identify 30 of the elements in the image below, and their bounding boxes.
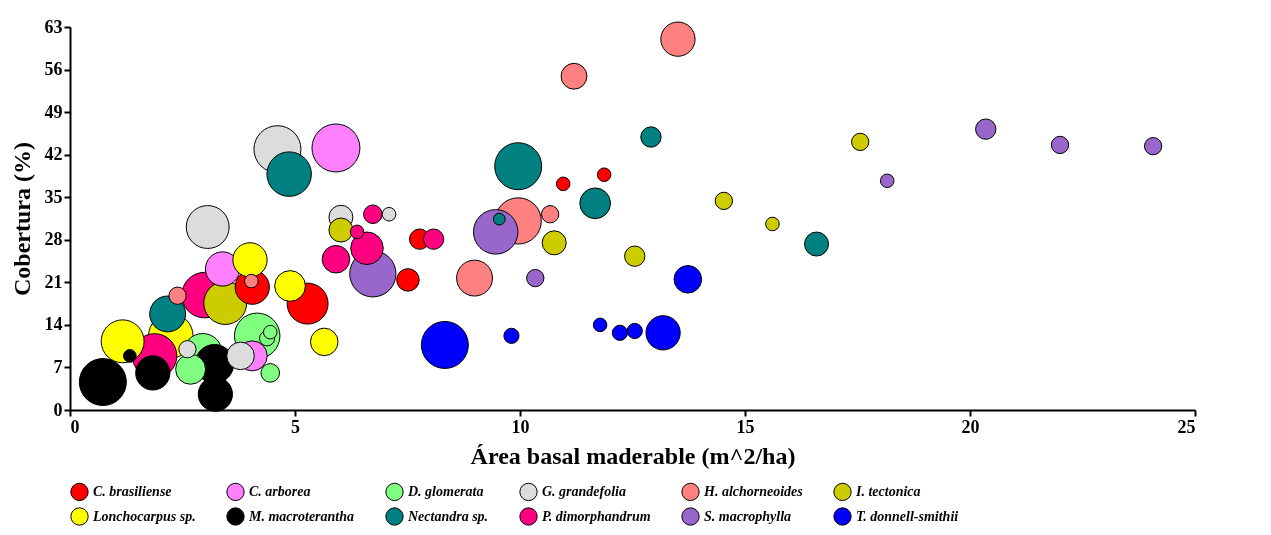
legend-label: T. donnell-smithii [856,508,959,524]
y-tick-label: 28 [44,229,63,250]
y-tick-label: 7 [53,356,63,377]
legend-label: M. macroterantha [248,508,355,524]
y-tick-label: 35 [44,186,63,207]
legend-label: C. brasiliense [93,483,172,499]
x-axis-title: Área basal maderable (m^2/ha) [470,442,796,469]
y-tick-label: 63 [44,16,63,37]
legend-label: C. arborea [249,483,311,499]
legend-label: P. dimorphandrum [542,508,651,524]
y-tick-label: 42 [44,144,63,165]
x-tick-label: 10 [511,416,530,437]
legend-label: D. glomerata [407,483,484,499]
legend-label: S. macrophylla [704,508,792,524]
legend-label: I. tectonica [855,483,921,499]
legend-label: Lonchocarpus sp. [92,508,196,524]
legend-label: G. grandefolia [542,483,626,499]
y-tick-label: 14 [44,314,63,335]
y-tick-label: 0 [53,399,63,420]
x-tick-label: 0 [70,416,80,437]
y-tick-label: 49 [44,101,63,122]
x-tick-label: 5 [291,416,300,437]
y-tick-label: 56 [44,59,63,80]
legend-label: Nectandra sp. [407,508,489,524]
y-axis-title: Cobertura (%) [8,142,35,296]
legend-label: H. alchorneoides [703,483,804,499]
x-tick-label: 20 [961,416,980,437]
x-tick-label: 15 [736,416,755,437]
y-tick-label: 21 [44,271,63,292]
x-tick-label: 25 [1177,416,1196,437]
